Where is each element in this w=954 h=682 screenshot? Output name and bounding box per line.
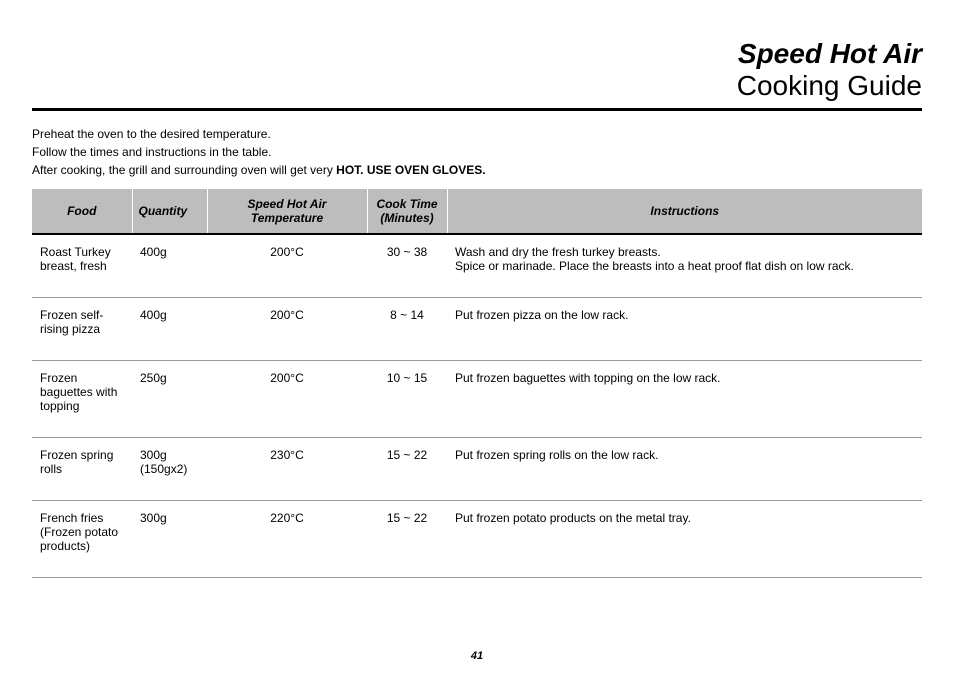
th-food: Food (32, 189, 132, 234)
intro-line-3: After cooking, the grill and surrounding… (32, 161, 922, 179)
cell-qty: 400g (132, 298, 207, 361)
title-rule (32, 108, 922, 111)
cell-time: 30 ~ 38 (367, 234, 447, 298)
intro-line-2: Follow the times and instructions in the… (32, 143, 922, 161)
th-quantity: Quantity (132, 189, 207, 234)
cell-inst: Put frozen potato products on the metal … (447, 501, 922, 578)
th-temperature: Speed Hot Air Temperature (207, 189, 367, 234)
title-light: Cooking Guide (32, 70, 922, 102)
table-header-row: Food Quantity Speed Hot Air Temperature … (32, 189, 922, 234)
cell-temp: 200°C (207, 298, 367, 361)
intro-line-3b: HOT. USE OVEN GLOVES. (336, 163, 485, 177)
cell-temp: 200°C (207, 361, 367, 438)
cell-inst: Put frozen baguettes with topping on the… (447, 361, 922, 438)
cell-inst: Put frozen pizza on the low rack. (447, 298, 922, 361)
page-number: 41 (0, 650, 954, 662)
table-body: Roast Turkey breast, fresh 400g 200°C 30… (32, 234, 922, 578)
cell-time: 8 ~ 14 (367, 298, 447, 361)
th-instructions: Instructions (447, 189, 922, 234)
cell-food: Frozen spring rolls (32, 438, 132, 501)
table-row: French fries (Frozen potato products) 30… (32, 501, 922, 578)
table-row: Frozen self-rising pizza 400g 200°C 8 ~ … (32, 298, 922, 361)
cell-food: Frozen baguettes with topping (32, 361, 132, 438)
cell-temp: 200°C (207, 234, 367, 298)
cooking-table: Food Quantity Speed Hot Air Temperature … (32, 189, 922, 578)
cell-time: 15 ~ 22 (367, 501, 447, 578)
title-bold: Speed Hot Air (32, 38, 922, 70)
cell-food: French fries (Frozen potato products) (32, 501, 132, 578)
table-row: Roast Turkey breast, fresh 400g 200°C 30… (32, 234, 922, 298)
cell-qty: 300g (150gx2) (132, 438, 207, 501)
cell-food: Roast Turkey breast, fresh (32, 234, 132, 298)
page-title-block: Speed Hot Air Cooking Guide (32, 38, 922, 102)
cell-inst: Wash and dry the fresh turkey breasts.Sp… (447, 234, 922, 298)
cell-qty: 250g (132, 361, 207, 438)
intro-text: Preheat the oven to the desired temperat… (32, 125, 922, 179)
cell-qty: 300g (132, 501, 207, 578)
intro-line-1: Preheat the oven to the desired temperat… (32, 125, 922, 143)
cell-time: 10 ~ 15 (367, 361, 447, 438)
intro-line-3a: After cooking, the grill and surrounding… (32, 163, 336, 177)
table-row: Frozen spring rolls 300g (150gx2) 230°C … (32, 438, 922, 501)
cell-food: Frozen self-rising pizza (32, 298, 132, 361)
cell-qty: 400g (132, 234, 207, 298)
cell-time: 15 ~ 22 (367, 438, 447, 501)
table-row: Frozen baguettes with topping 250g 200°C… (32, 361, 922, 438)
th-cook-time: Cook Time (Minutes) (367, 189, 447, 234)
cell-temp: 230°C (207, 438, 367, 501)
cell-temp: 220°C (207, 501, 367, 578)
cell-inst: Put frozen spring rolls on the low rack. (447, 438, 922, 501)
